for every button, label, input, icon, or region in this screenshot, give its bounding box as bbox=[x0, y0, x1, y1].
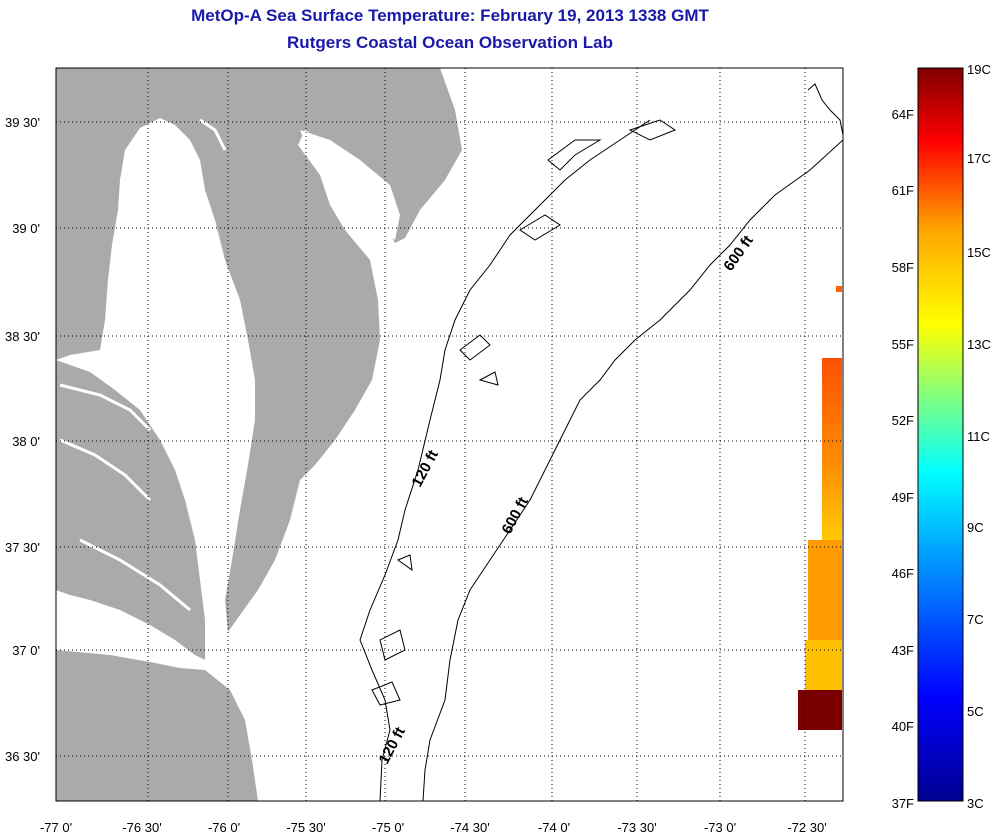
lon-label: -77 0' bbox=[40, 820, 72, 835]
lat-label: 38 0' bbox=[12, 434, 40, 449]
colorbar-f-label: 40F bbox=[892, 719, 914, 734]
colorbar bbox=[917, 67, 964, 802]
colorbar-c-label: 17C bbox=[967, 151, 991, 166]
lat-label: 39 30' bbox=[5, 115, 40, 130]
lon-label: -74 0' bbox=[538, 820, 570, 835]
colorbar-f-label: 49F bbox=[892, 490, 914, 505]
delaware-bay bbox=[300, 130, 400, 240]
colorbar-f-label: 43F bbox=[892, 643, 914, 658]
colorbar-c-label: 15C bbox=[967, 245, 991, 260]
lon-label: -75 30' bbox=[286, 820, 325, 835]
lon-label: -76 0' bbox=[208, 820, 240, 835]
colorbar-f-label: 52F bbox=[892, 413, 914, 428]
map-subtitle: Rutgers Coastal Ocean Observation Lab bbox=[287, 33, 613, 52]
bathymetry-contours bbox=[359, 119, 843, 801]
map-frame bbox=[55, 67, 844, 802]
lon-label: -72 30' bbox=[787, 820, 826, 835]
lat-label: 39 0' bbox=[12, 221, 40, 236]
lon-label: -74 30' bbox=[450, 820, 489, 835]
colorbar-c-label: 7C bbox=[967, 612, 984, 627]
lon-label: -76 30' bbox=[122, 820, 161, 835]
western-shore-land bbox=[56, 360, 205, 660]
land-layer bbox=[56, 68, 462, 801]
colorbar-c-label: 3C bbox=[967, 796, 984, 811]
lon-label: -73 0' bbox=[704, 820, 736, 835]
lat-label: 37 0' bbox=[12, 643, 40, 658]
colorbar-f-label: 37F bbox=[892, 796, 914, 811]
colorbar-c-label: 19C bbox=[967, 62, 991, 77]
latitude-labels: 39 30' 39 0' 38 30' 38 0' 37 30' 37 0' 3… bbox=[5, 115, 40, 764]
colorbar-c-label: 13C bbox=[967, 337, 991, 352]
lat-label: 37 30' bbox=[5, 540, 40, 555]
contour-120ft bbox=[359, 119, 651, 801]
sst-swath bbox=[798, 286, 842, 730]
contour-600ft bbox=[422, 139, 843, 801]
colorbar-f-label: 55F bbox=[892, 337, 914, 352]
colorbar-celsius-labels: 19C 17C 15C 13C 11C 9C 7C 5C 3C bbox=[967, 62, 991, 811]
lon-label: -75 0' bbox=[372, 820, 404, 835]
colorbar-f-label: 46F bbox=[892, 566, 914, 581]
colorbar-c-label: 11C bbox=[967, 429, 990, 444]
southern-coast-land bbox=[56, 650, 258, 801]
longitude-labels: -77 0' -76 30' -76 0' -75 30' -75 0' -74… bbox=[40, 820, 827, 835]
colorbar-fahrenheit-labels: 64F 61F 58F 55F 52F 49F 46F 43F 40F 37F bbox=[892, 107, 914, 811]
mainland-land bbox=[56, 68, 462, 632]
lat-label: 36 30' bbox=[5, 749, 40, 764]
map-title: MetOp-A Sea Surface Temperature: Februar… bbox=[191, 6, 709, 25]
lon-label: -73 30' bbox=[617, 820, 656, 835]
lat-label: 38 30' bbox=[5, 329, 40, 344]
colorbar-f-label: 64F bbox=[892, 107, 914, 122]
colorbar-c-label: 5C bbox=[967, 704, 984, 719]
colorbar-c-label: 9C bbox=[967, 520, 984, 535]
colorbar-f-label: 58F bbox=[892, 260, 914, 275]
colorbar-f-label: 61F bbox=[892, 183, 914, 198]
